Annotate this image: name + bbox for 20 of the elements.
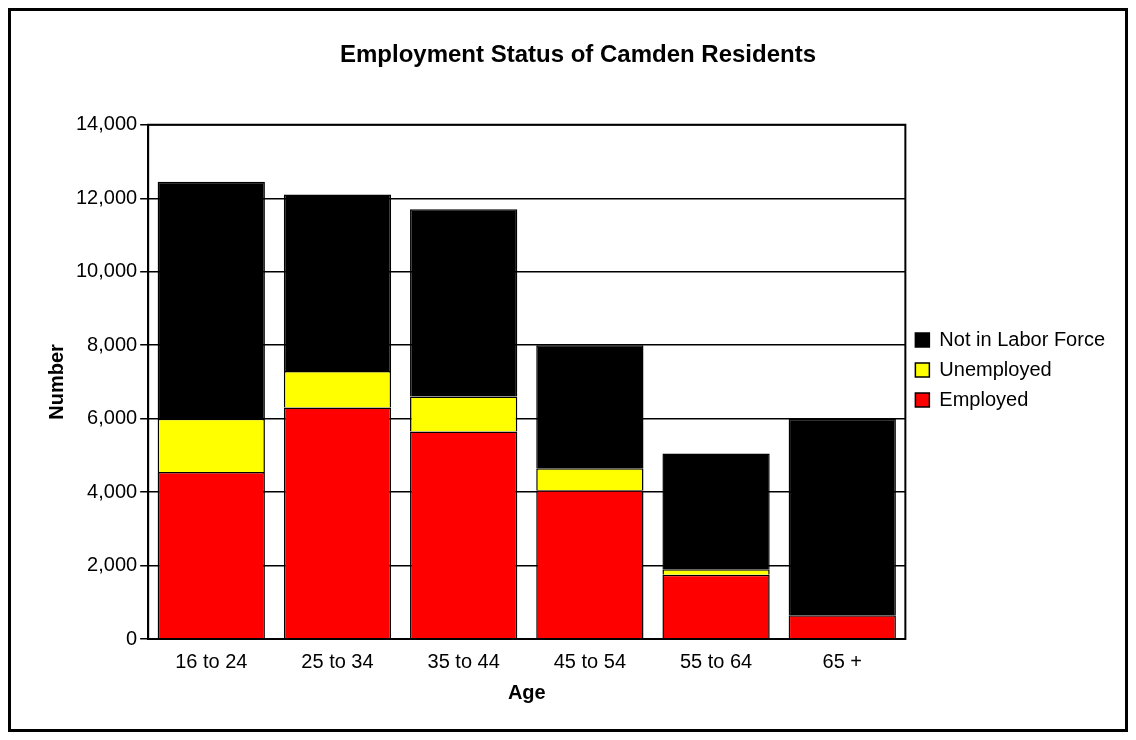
y-tick-label: 4,000 xyxy=(87,479,138,502)
x-axis-title: Age xyxy=(507,680,546,703)
y-tick-label: 12,000 xyxy=(76,185,138,208)
legend-label: Unemployed xyxy=(939,357,1052,380)
y-tick-label: 10,000 xyxy=(76,259,138,282)
x-tick-label: 35 to 44 xyxy=(427,649,500,672)
y-tick-label: 6,000 xyxy=(87,406,138,429)
x-tick-label: 45 to 54 xyxy=(553,649,627,672)
y-tick-label: 0 xyxy=(126,626,138,649)
legend-label: Employed xyxy=(939,387,1029,410)
chart-title: Employment Status of Camden Residents xyxy=(339,40,817,68)
x-tick-label: 16 to 24 xyxy=(175,649,248,672)
x-tick-label: 55 to 64 xyxy=(679,649,753,672)
x-tick-label: 65 + xyxy=(822,649,863,672)
y-axis-title: Number xyxy=(44,343,67,420)
y-tick-label: 2,000 xyxy=(87,553,138,576)
legend-label: Not in Labor Force xyxy=(939,327,1106,350)
y-tick-label: 8,000 xyxy=(87,332,138,355)
y-tick-label: 14,000 xyxy=(76,112,138,135)
x-tick-label: 25 to 34 xyxy=(301,649,374,672)
